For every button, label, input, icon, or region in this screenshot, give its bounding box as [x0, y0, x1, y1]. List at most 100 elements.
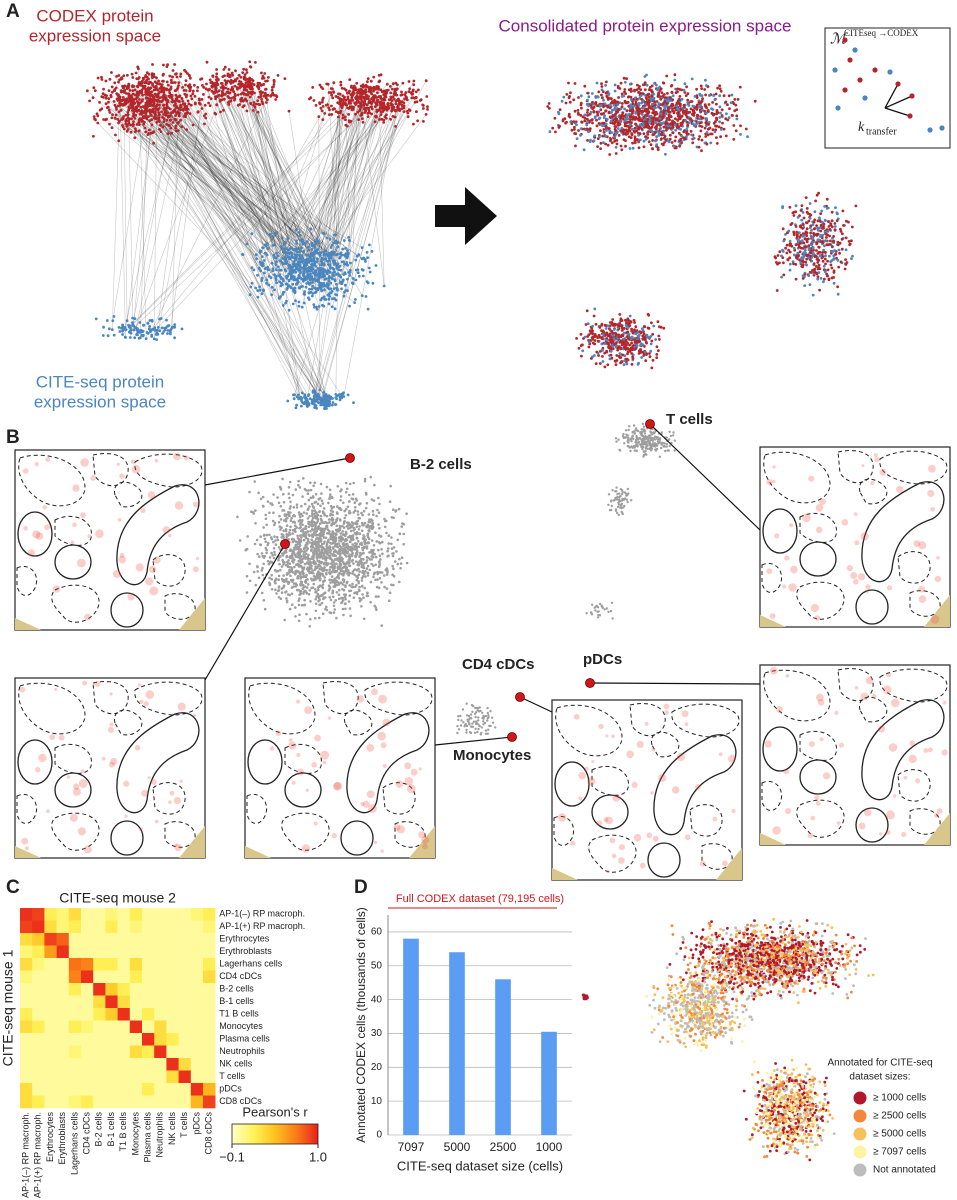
cell-dot: [155, 76, 158, 80]
link: [132, 93, 309, 396]
cell-dot: [641, 343, 645, 347]
cell-dot: [322, 284, 326, 288]
cell-dot: [686, 123, 690, 127]
cell-dot: [382, 93, 386, 96]
cell-dot: [170, 111, 173, 115]
cell-dot: [587, 340, 591, 344]
cell-dot: [582, 148, 586, 152]
cell-dot: [690, 77, 694, 81]
cell-dot: [340, 392, 344, 396]
cell-dot: [399, 93, 403, 97]
cell-dot: [580, 120, 583, 124]
link: [154, 118, 157, 339]
cell-dot: [654, 131, 657, 134]
cell-dot: [633, 139, 637, 143]
cell-dot: [276, 265, 280, 269]
cell-dot: [270, 261, 274, 265]
cell-dot: [316, 273, 319, 277]
cell-dot: [245, 68, 248, 72]
link: [264, 113, 325, 261]
link: [124, 122, 174, 328]
cell-dot: [259, 95, 262, 99]
cell-dot: [674, 145, 678, 149]
cell-dot: [687, 104, 691, 107]
cell-dot: [611, 331, 614, 334]
cell-dot: [107, 327, 111, 331]
link: [254, 107, 291, 249]
cell-dot: [650, 84, 654, 88]
cell-dot: [368, 85, 372, 89]
cell-dot: [161, 332, 165, 335]
cell-dot: [583, 119, 587, 123]
cell-dot: [841, 232, 844, 236]
cell-dot: [139, 112, 143, 116]
cell-dot: [613, 89, 617, 93]
cell-dot: [169, 332, 172, 336]
cell-dot: [689, 129, 693, 133]
cell-dot: [821, 226, 824, 230]
cell-dot: [819, 212, 822, 216]
cell-dot: [154, 98, 157, 102]
cell-dot: [117, 95, 121, 99]
cell-dot: [788, 205, 792, 209]
cell-dot: [127, 105, 131, 109]
cell-dot: [647, 140, 651, 144]
link: [323, 102, 405, 260]
cell-dot: [664, 111, 668, 114]
cell-dot: [350, 84, 353, 88]
cell-dot: [387, 105, 390, 109]
cell-dot: [133, 88, 137, 92]
cell-dot: [173, 117, 177, 121]
cell-dot: [650, 102, 654, 106]
cell-dot: [113, 103, 117, 107]
cell-dot: [320, 263, 324, 266]
cell-dot: [327, 297, 331, 301]
cell-dot: [373, 120, 377, 124]
cell-dot: [249, 84, 253, 88]
cell-dot: [631, 102, 635, 106]
cell-dot: [322, 304, 326, 308]
cell-dot: [190, 97, 194, 101]
cell-dot: [173, 323, 177, 326]
cell-dot: [781, 205, 784, 208]
link: [378, 89, 385, 287]
cell-dot: [217, 89, 221, 92]
cell-dot: [603, 365, 607, 369]
cell-dot: [565, 93, 569, 96]
cell-dot: [645, 98, 649, 101]
cell-dot: [782, 261, 785, 265]
cell-dot: [389, 85, 392, 88]
cell-dot: [138, 117, 142, 121]
link: [124, 128, 128, 321]
cell-dot: [102, 118, 105, 121]
cell-dot: [307, 248, 311, 252]
cell-dot: [826, 206, 830, 210]
cell-dot: [426, 105, 429, 108]
cell-dot: [326, 254, 330, 258]
cell-dot: [366, 106, 369, 110]
cell-dot: [826, 259, 829, 263]
cell-dot: [133, 136, 137, 140]
cell-dot: [177, 114, 181, 118]
cell-dot: [604, 125, 608, 128]
cell-dot: [352, 401, 355, 404]
link: [295, 104, 368, 273]
cell-dot: [274, 260, 278, 264]
cell-dot: [379, 88, 383, 92]
cell-dot: [270, 88, 274, 92]
cell-dot: [122, 127, 126, 131]
link: [151, 124, 305, 245]
cell-dot: [699, 84, 703, 88]
cell-dot: [249, 65, 252, 68]
cell-dot: [807, 246, 811, 250]
cell-dot: [364, 109, 368, 113]
cell-dot: [166, 329, 170, 332]
cell-dot: [230, 97, 233, 100]
cell-dot: [171, 75, 174, 79]
cell-dot: [260, 279, 264, 282]
cell-dot: [726, 103, 729, 107]
cell-dot: [116, 104, 120, 108]
cell-dot: [825, 197, 829, 201]
cell-dot: [175, 106, 179, 109]
cell-dot: [135, 332, 139, 336]
